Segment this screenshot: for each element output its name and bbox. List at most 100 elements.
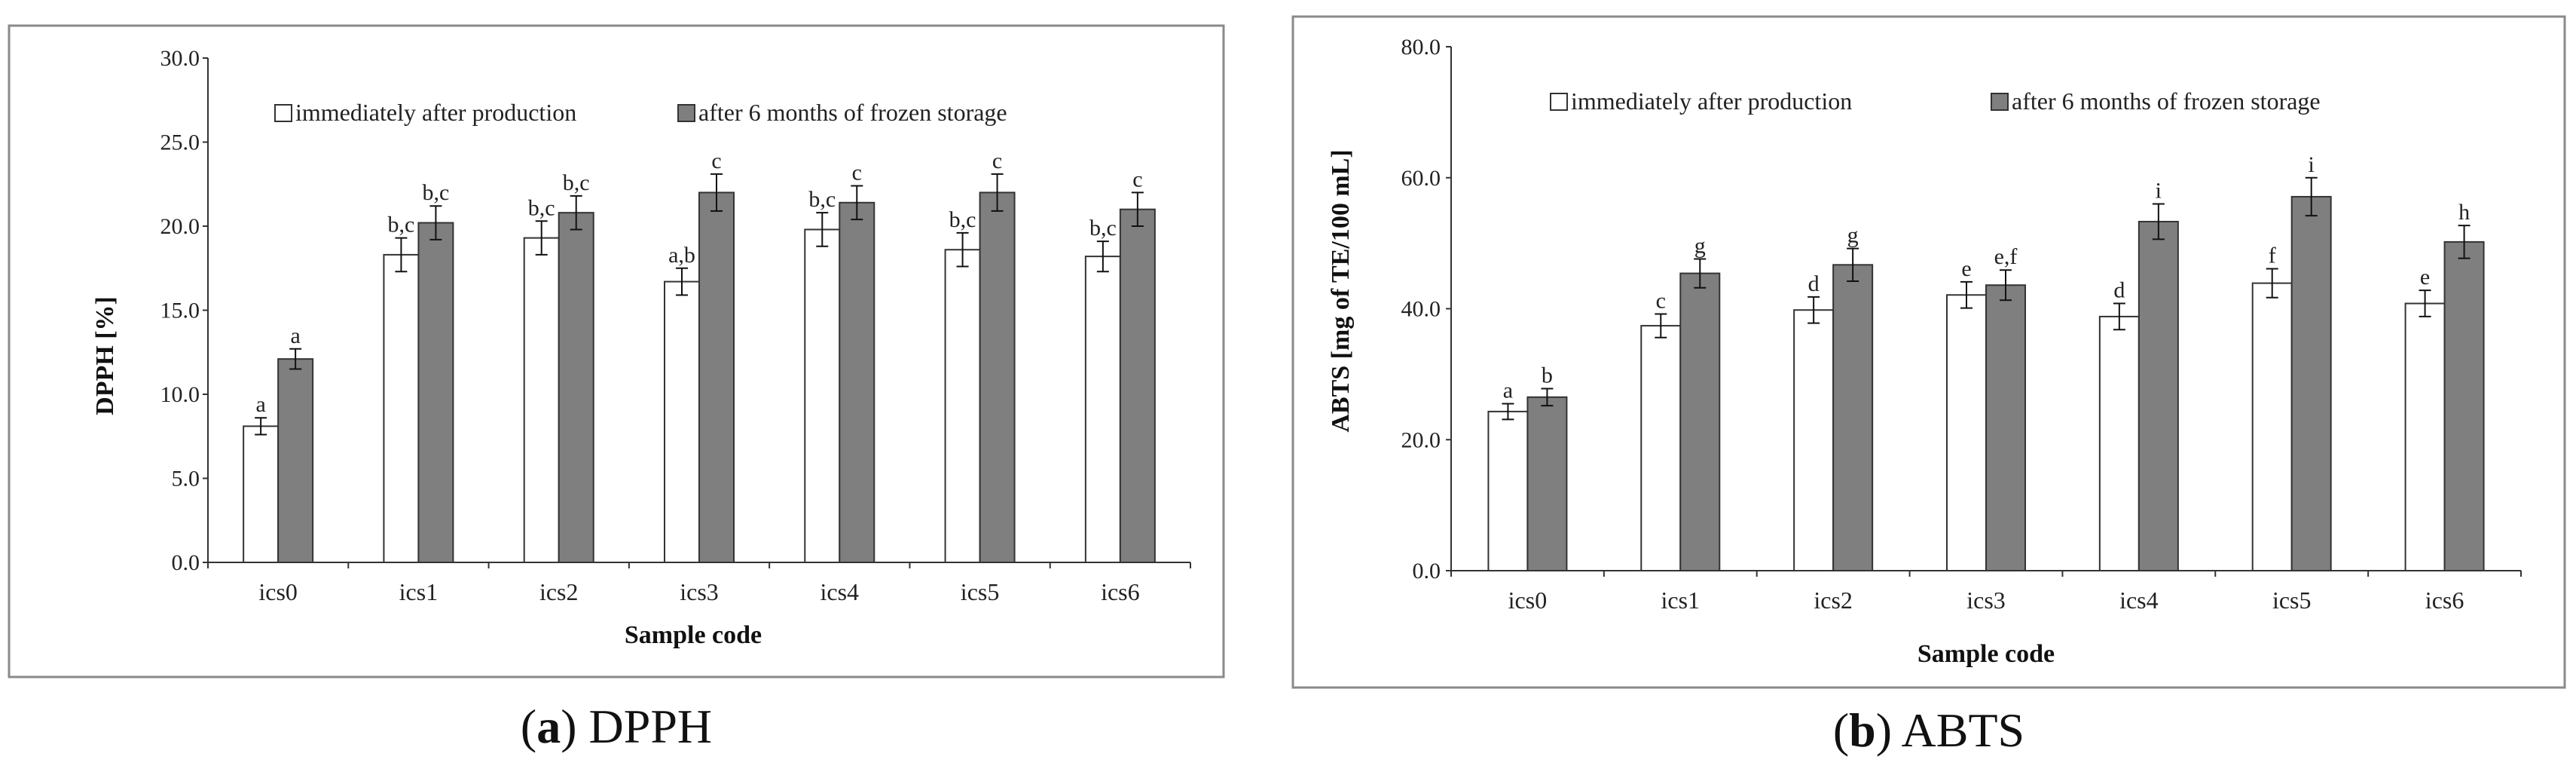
- panel-b-x-tick-label-ics2: ics2: [1814, 587, 1853, 614]
- panel-a-bar-s1-ics4: [804, 228, 841, 563]
- panel-b-sig-label-s2-ics0: b: [1542, 363, 1553, 387]
- panel-a-bar-s2-ics2: [558, 212, 594, 563]
- panel-b-y-tick-label: 40.0: [1401, 297, 1441, 322]
- panel-b-bar-s1-ics0: [1487, 410, 1529, 571]
- panel-b-legend-swatch-fresh: [1550, 93, 1568, 111]
- panel-b-bar-s2-ics4: [2137, 220, 2179, 571]
- panel-a-x-axis-title: Sample code: [625, 621, 762, 649]
- panel-b-sig-label-s1-ics5: f: [2269, 244, 2276, 268]
- panel-a-legend: immediately after production after 6 mon…: [274, 99, 1007, 126]
- panel-b-sig-label-s1-ics6: e: [2420, 265, 2430, 289]
- panel-a-x-tick-label-ics4: ics4: [820, 578, 860, 605]
- panel-a-sig-label-s2-ics3: c: [711, 149, 721, 173]
- panel-a-x-tick-label-ics0: ics0: [258, 578, 298, 605]
- panel-b-bar-s1-ics5: [2251, 282, 2293, 571]
- panel-a-sig-label-s1-ics5: b,c: [949, 207, 976, 232]
- panel-a-bar-s2-ics6: [1119, 208, 1156, 563]
- panel-a-legend-swatch-fresh: [274, 104, 292, 122]
- panel-a-caption-letter: a: [536, 700, 561, 753]
- panel-b-legend-label-frozen: after 6 months of frozen storage: [2012, 87, 2321, 115]
- panel-b-bar-s1-ics3: [1946, 294, 1987, 571]
- panel-a-sig-label-s1-ics1: b,c: [388, 213, 415, 237]
- panel-a-bar-s2-ics3: [698, 191, 735, 563]
- panel-a-x-tick-label-ics1: ics1: [399, 578, 439, 605]
- panel-a-sig-label-s1-ics6: b,c: [1089, 216, 1117, 240]
- panel-a-frame: [8, 24, 1225, 678]
- panel-b-y-tick-label: 80.0: [1401, 35, 1441, 60]
- panel-b-bar-s1-ics1: [1640, 325, 1682, 571]
- panel-a-bar-s2-ics1: [417, 222, 454, 563]
- panel-b-sig-label-s2-ics2: g: [1847, 223, 1859, 248]
- panel-b-sig-label-s1-ics2: d: [1808, 271, 1820, 296]
- panel-a-sig-label-s2-ics1: b,c: [423, 180, 450, 205]
- panel-a-bar-s1-ics0: [243, 425, 280, 563]
- panel-a-sig-label-s1-ics3: a,b: [668, 243, 695, 268]
- panel-b-caption-text: ABTS: [1902, 703, 2025, 757]
- panel-a-bar-s1-ics5: [944, 249, 981, 563]
- panel-b-caption: (b) ABTS: [1833, 703, 2024, 757]
- panel-a-y-tick-label: 15.0: [160, 299, 200, 323]
- panel-b-bar-s2-ics1: [1679, 272, 1721, 571]
- panel-b-bar-s1-ics2: [1793, 309, 1835, 571]
- panel-b-bar-s1-ics4: [2098, 315, 2140, 571]
- panel-b-abts: 0.0 20.0 40.0 60.0 80.0 ics0 a b ics1 c g ics2 d g ics…: [1291, 15, 2566, 757]
- panel-b-legend-swatch-frozen: [1991, 93, 2009, 111]
- panel-b-sig-label-s2-ics4: i: [2156, 179, 2162, 204]
- panel-a-sig-label-s1-ics4: b,c: [808, 187, 836, 212]
- panel-b-sig-label-s1-ics1: c: [1656, 288, 1666, 313]
- panel-a-bar-s1-ics3: [664, 280, 700, 563]
- panel-b-frame: [1291, 15, 2566, 689]
- panel-a-legend-swatch-frozen: [677, 104, 695, 122]
- panel-b-bar-s1-ics6: [2404, 302, 2446, 571]
- panel-a-y-tick-label: 30.0: [160, 46, 200, 71]
- panel-a-x-tick-label-ics5: ics5: [961, 578, 1000, 605]
- panel-b-y-tick-label: 20.0: [1401, 427, 1441, 452]
- panel-b-x-axis-title: Sample code: [1917, 640, 2055, 668]
- panel-a-y-tick-label: 25.0: [160, 130, 200, 155]
- panel-b-bar-s2-ics2: [1832, 264, 1874, 571]
- panel-a-bar-s1-ics1: [383, 253, 420, 563]
- panel-b-legend-label-fresh: immediately after production: [1571, 87, 1852, 115]
- panel-b-y-tick-label: 60.0: [1401, 166, 1441, 191]
- panel-a-bar-s1-ics2: [523, 237, 560, 563]
- panel-b-y-tick-label: 0.0: [1413, 559, 1441, 584]
- panel-a-sig-label-s2-ics4: c: [852, 160, 862, 185]
- panel-b-x-tick-label-ics5: ics5: [2272, 587, 2312, 614]
- panel-a-legend-label-frozen: after 6 months of frozen storage: [698, 99, 1007, 126]
- panel-b-sig-label-s2-ics3: e,f: [1994, 244, 2018, 269]
- panel-b-x-tick-label-ics4: ics4: [2119, 587, 2159, 614]
- panel-a-bar-s2-ics5: [979, 191, 1016, 563]
- panel-a-sig-label-s1-ics0: a: [255, 392, 265, 417]
- panel-b-bar-s2-ics5: [2290, 195, 2332, 571]
- panel-a-dpph: 0.0 5.0 10.0 15.0 20.0 25.0 30.0 ics0 a a ics1 b,c b…: [8, 24, 1225, 753]
- panel-a-x-tick-label-ics6: ics6: [1101, 578, 1140, 605]
- panel-a-sig-label-s2-ics2: b,c: [563, 170, 590, 195]
- panel-a-y-tick-label: 5.0: [172, 467, 200, 492]
- panel-a-sig-label-s2-ics0: a: [290, 323, 300, 348]
- panel-a-bar-s1-ics6: [1084, 256, 1121, 563]
- panel-a-y-tick-label: 20.0: [160, 214, 200, 239]
- panel-a-x-tick-label-ics3: ics3: [680, 578, 719, 605]
- panel-a-caption: (a) DPPH: [521, 700, 712, 753]
- panel-a-y-axis-title: DPPH [%]: [91, 296, 119, 415]
- panel-b-bar-s2-ics6: [2443, 240, 2485, 571]
- panel-b-x-tick-label-ics1: ics1: [1661, 587, 1701, 614]
- panel-b-sig-label-s1-ics0: a: [1503, 378, 1513, 403]
- panel-b-caption-letter: b: [1849, 703, 1876, 757]
- panel-b-legend: immediately after production after 6 mon…: [1550, 87, 2321, 115]
- panel-a-y-tick-label: 0.0: [172, 550, 200, 575]
- panel-a-legend-label-fresh: immediately after production: [295, 99, 576, 126]
- panel-b-x-tick-label-ics6: ics6: [2425, 587, 2464, 614]
- panel-b-sig-label-s2-ics6: h: [2458, 200, 2470, 225]
- panel-b-bar-s2-ics0: [1526, 396, 1568, 571]
- panel-a-y-tick-label: 10.0: [160, 382, 200, 407]
- panel-b-x-tick-label-ics0: ics0: [1508, 587, 1548, 614]
- panel-b-y-axis-title: ABTS [mg of TE/100 mL]: [1327, 149, 1355, 432]
- panel-a-sig-label-s2-ics6: c: [1132, 167, 1142, 191]
- panel-a-bar-s2-ics4: [839, 201, 875, 563]
- panel-b-bar-s2-ics3: [1985, 284, 2026, 571]
- panel-b-sig-label-s1-ics4: d: [2113, 278, 2125, 303]
- panel-a-caption-text: DPPH: [589, 700, 713, 753]
- panel-a-x-tick-label-ics2: ics2: [539, 578, 579, 605]
